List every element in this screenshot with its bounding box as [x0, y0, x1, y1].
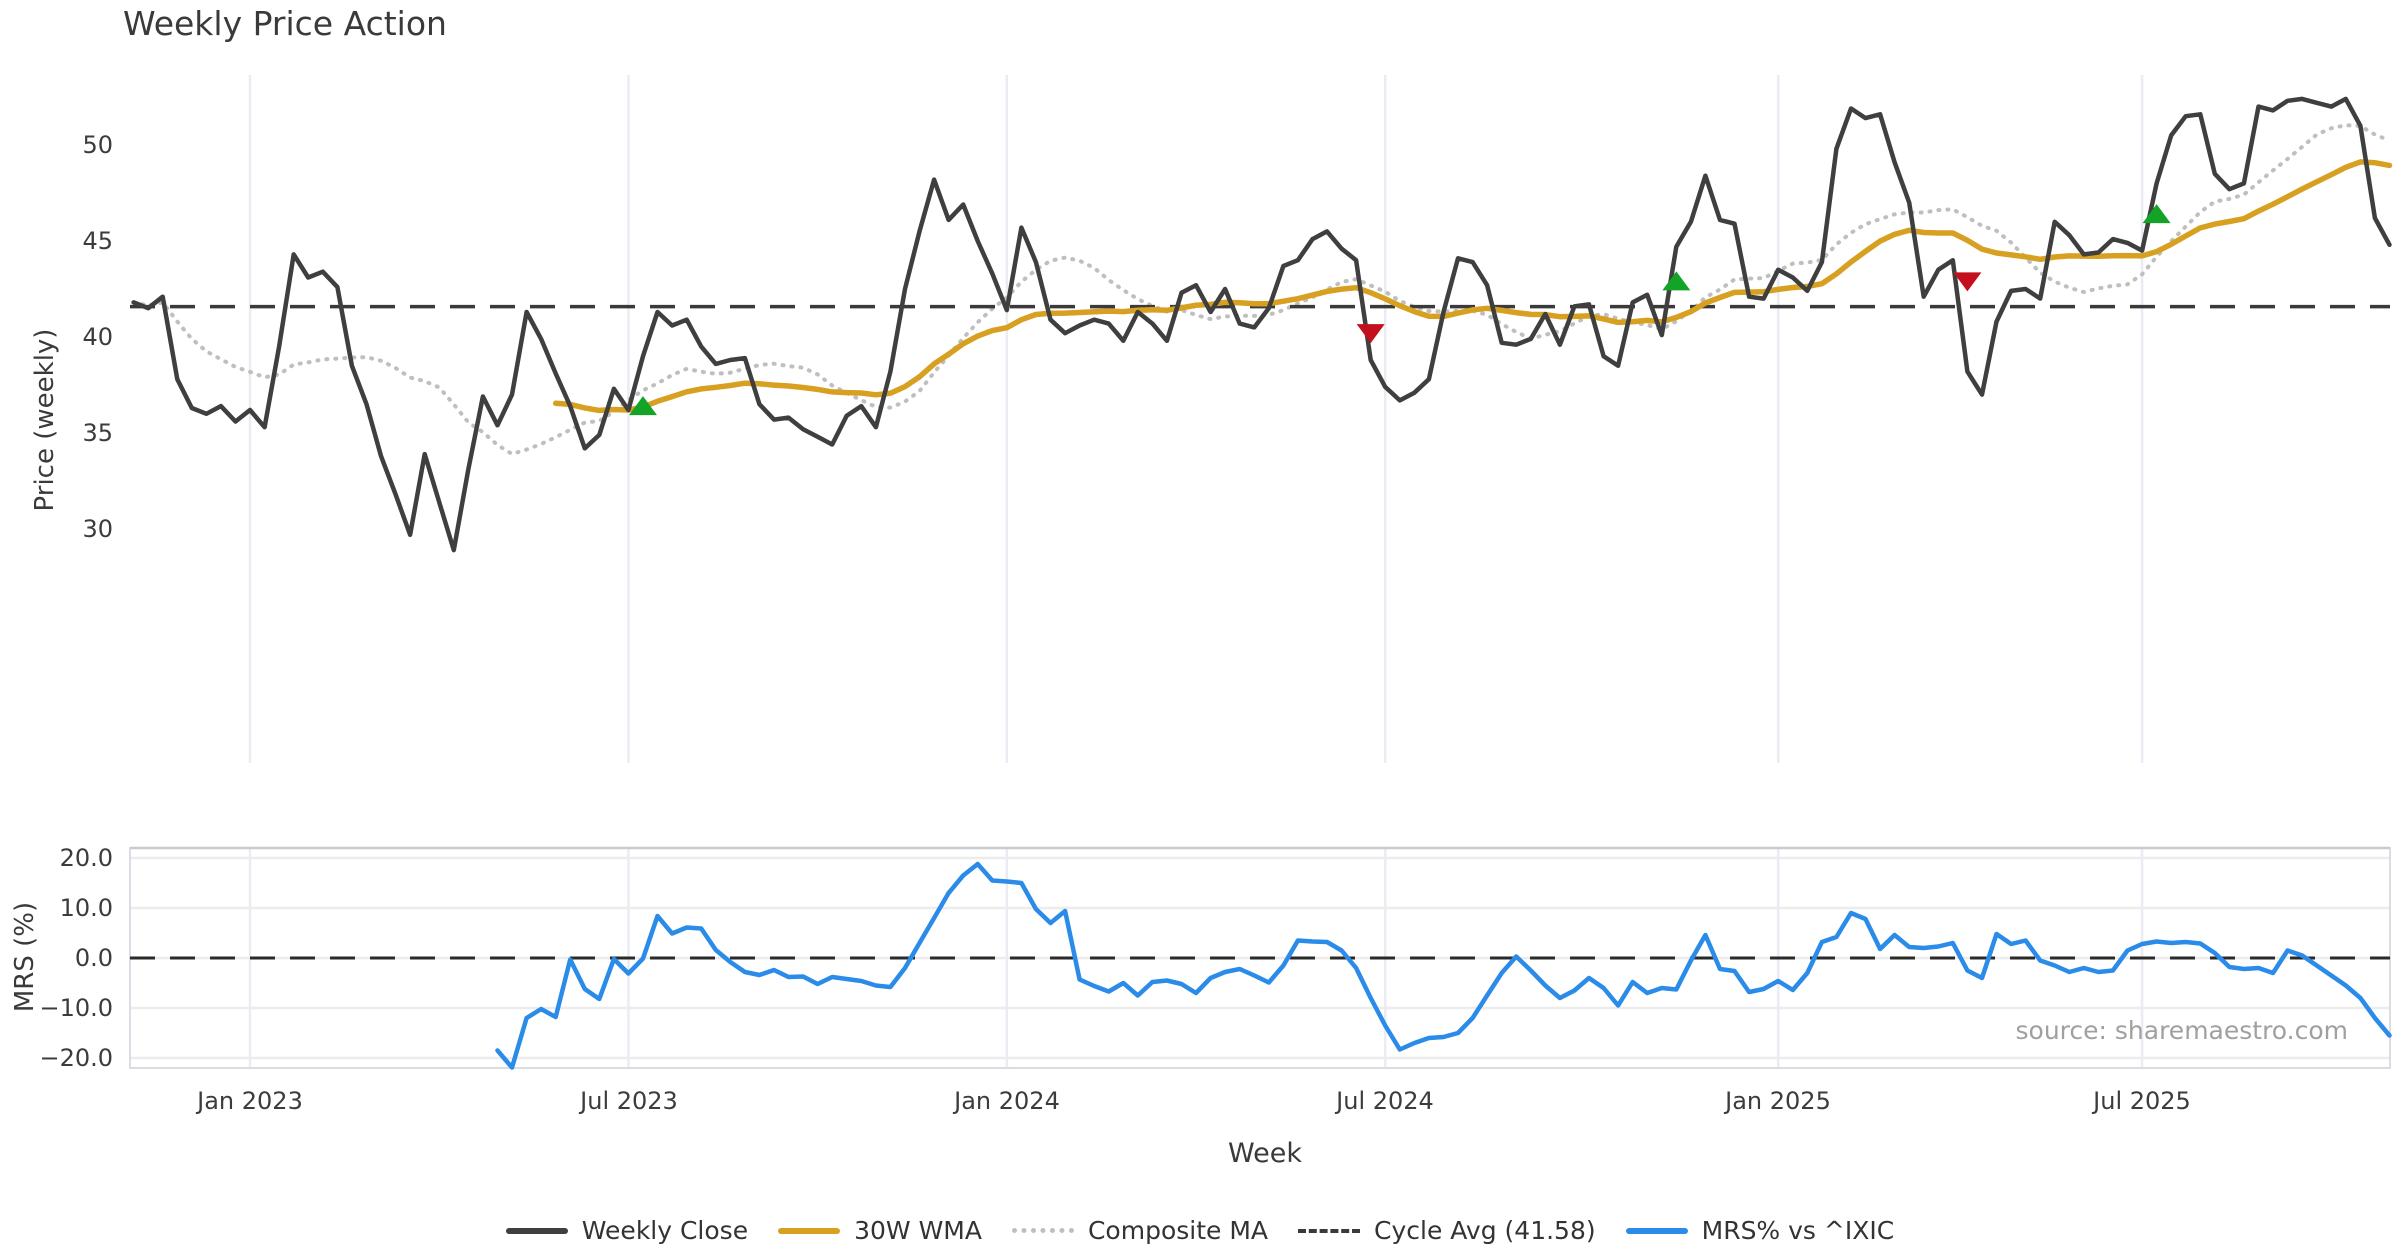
mrs-ytick-n10: −10.0 [39, 994, 113, 1022]
sell-signal-marker [1953, 272, 1982, 292]
weekly-close-line-icon [505, 1227, 568, 1234]
page-title: Weekly Price Action [123, 4, 447, 43]
legend-item-mrs: MRS% vs ^IXIC [1625, 1216, 1895, 1245]
buy-signal-marker [1662, 271, 1691, 291]
xtick-jan-2023: Jan 2023 [197, 1087, 303, 1115]
mrs-ytick-n20: −20.0 [39, 1044, 113, 1072]
legend-item-composite-ma: Composite MA [1011, 1216, 1269, 1245]
legend-label: MRS% vs ^IXIC [1701, 1216, 1895, 1245]
wma-30w-line [552, 159, 2393, 414]
price-ytick-30: 30 [82, 515, 113, 543]
xtick-jul-2025: Jul 2025 [2093, 1087, 2191, 1115]
mrs-ytick-0: 0.0 [74, 944, 113, 972]
legend: Weekly Close 30W WMA Composite MA Cycle … [0, 1216, 2400, 1245]
buy-signal-marker [2142, 204, 2171, 224]
mrs-ytick-10: 10.0 [59, 894, 113, 922]
buy-signal-marker [628, 396, 657, 416]
composite-ma-line [131, 123, 2392, 456]
sell-signal-marker [1356, 324, 1385, 344]
legend-label: Composite MA [1087, 1216, 1269, 1245]
legend-label: 30W WMA [854, 1216, 982, 1245]
price-ytick-45: 45 [82, 227, 113, 255]
weekly-close-line [131, 96, 2392, 553]
price-ytick-40: 40 [82, 323, 113, 351]
wma-line-icon [778, 1227, 841, 1234]
price-ytick-35: 35 [82, 419, 113, 447]
mrs-line [495, 861, 2392, 1070]
price-ytick-50: 50 [82, 131, 113, 159]
xtick-jul-2024: Jul 2024 [1336, 1087, 1434, 1115]
composite-ma-line-icon [1011, 1228, 1074, 1233]
mrs-axis-label: MRS (%) [10, 901, 40, 1013]
legend-item-30w-wma: 30W WMA [778, 1216, 982, 1245]
legend-label: Weekly Close [581, 1216, 749, 1245]
source-note: source: sharemaestro.com [2015, 1016, 2349, 1045]
cycle-avg-line-icon [1298, 1228, 1361, 1233]
legend-item-cycle-avg: Cycle Avg (41.58) [1298, 1216, 1596, 1245]
xtick-jul-2023: Jul 2023 [580, 1087, 678, 1115]
price-axis-label: Price (weekly) [30, 328, 60, 512]
x-axis-label: Week [1228, 1138, 1302, 1169]
mrs-ytick-20: 20.0 [59, 844, 113, 872]
legend-item-weekly-close: Weekly Close [505, 1216, 749, 1245]
xtick-jan-2024: Jan 2024 [954, 1087, 1060, 1115]
mrs-line-icon [1625, 1227, 1688, 1234]
legend-label: Cycle Avg (41.58) [1374, 1216, 1596, 1245]
xtick-jan-2025: Jan 2025 [1725, 1087, 1831, 1115]
